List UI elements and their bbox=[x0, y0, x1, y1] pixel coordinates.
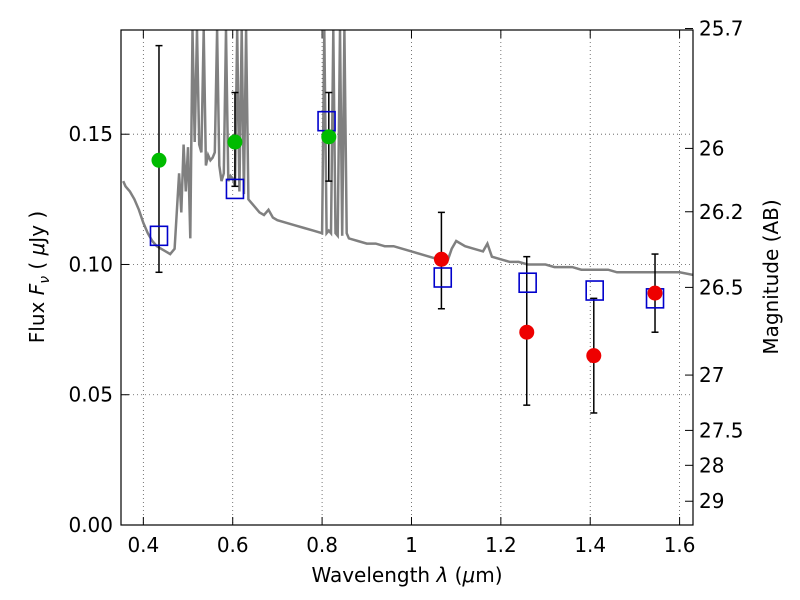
y-tick-label: 0.15 bbox=[68, 122, 113, 146]
mag-tick-label: 25.7 bbox=[699, 17, 744, 41]
observed-flux-point bbox=[151, 152, 167, 168]
y2-axis-title: Magnitude (AB) bbox=[759, 199, 783, 354]
model-photometry-square bbox=[433, 267, 453, 288]
y-tick-label: 0.10 bbox=[68, 252, 113, 276]
observed-flux-point bbox=[586, 348, 602, 364]
model-photometry-square bbox=[225, 178, 245, 200]
y-tick-label: 0.00 bbox=[68, 513, 113, 537]
mag-tick-label: 26.2 bbox=[699, 200, 744, 224]
x-tick-label: 0.8 bbox=[306, 533, 338, 557]
mag-tick-label: 27.5 bbox=[699, 418, 744, 442]
observed-flux-point bbox=[519, 324, 535, 340]
observed-flux-point bbox=[321, 129, 337, 145]
magnitude-axis-tick-labels: 25.7 26 26.2 26.5 27 27.5 28 29 bbox=[699, 17, 744, 514]
x-tick-label: 1.6 bbox=[664, 533, 696, 557]
x-tick-label: 0.4 bbox=[127, 533, 159, 557]
x-axis-tick-labels: 0.4 0.6 0.8 1 1.2 1.4 1.6 bbox=[127, 533, 695, 557]
y-tick-label: 0.05 bbox=[68, 383, 113, 407]
mag-tick-label: 27 bbox=[699, 363, 724, 387]
model-photometry-square bbox=[585, 280, 604, 301]
model-photometry-square bbox=[518, 272, 537, 294]
model-sed-line bbox=[122, 30, 693, 277]
x-tick-label: 1.4 bbox=[574, 533, 606, 557]
observed-flux-point bbox=[647, 285, 663, 301]
x-tick-label: 1.2 bbox=[485, 533, 517, 557]
observed-flux-point bbox=[227, 134, 243, 150]
y-axis-title: Flux Fν ( μJy ) bbox=[25, 211, 53, 343]
x-tick-label: 0.6 bbox=[217, 533, 249, 557]
mag-tick-label: 28 bbox=[699, 453, 724, 477]
x-tick-label: 1 bbox=[405, 533, 418, 557]
observed-flux-points bbox=[151, 129, 663, 364]
y-axis-tick-labels: 0.00 0.05 0.10 0.15 bbox=[68, 122, 113, 537]
plot-area bbox=[122, 30, 693, 414]
mag-tick-label: 26 bbox=[699, 136, 724, 160]
mag-tick-label: 29 bbox=[699, 489, 724, 513]
mag-tick-label: 26.5 bbox=[699, 275, 744, 299]
model-photometry-square bbox=[149, 225, 169, 247]
observed-flux-point bbox=[433, 251, 449, 267]
axis-ticks bbox=[121, 28, 693, 526]
plot-frame bbox=[120, 29, 694, 526]
x-axis-title: Wavelength λ (μm) bbox=[311, 563, 502, 587]
